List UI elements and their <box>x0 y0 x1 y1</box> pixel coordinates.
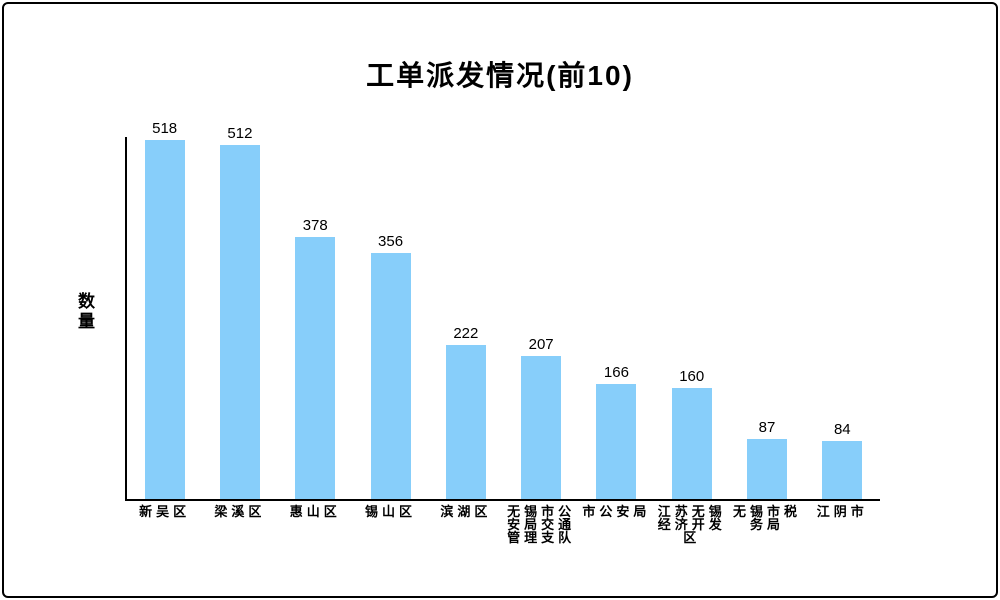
bar <box>671 388 712 499</box>
plot-area: 518 512 378 356 222 207 166 160 87 84 <box>125 120 880 501</box>
x-category-label: 江苏无锡经济开发区 <box>654 505 729 544</box>
x-category-label-text: 惠山区 <box>289 504 341 519</box>
x-category-label-text: 滨湖区 <box>440 504 492 519</box>
bar-slot: 378 <box>278 217 353 499</box>
bar-slot: 222 <box>428 325 503 499</box>
x-category-label-text: 江苏无锡经济开发区 <box>657 504 726 545</box>
bar-slot: 518 <box>127 120 202 499</box>
bar <box>144 140 185 499</box>
x-category-label-text: 无锡市税务局 <box>733 504 802 532</box>
bar-slot: 207 <box>503 336 578 499</box>
x-category-label-text: 江阴市 <box>816 504 868 519</box>
bar-slot: 84 <box>805 421 880 499</box>
x-category-label: 锡山区 <box>353 505 428 544</box>
x-category-label-text: 梁溪区 <box>214 504 266 519</box>
bar-value-label: 166 <box>603 364 629 382</box>
bar-slot: 356 <box>353 232 428 499</box>
bar-value-label: 356 <box>378 232 404 250</box>
bar-slot: 87 <box>729 419 804 499</box>
bar-value-label: 512 <box>227 124 253 142</box>
x-category-label-text: 无锡市公安局交通管理支队 <box>507 504 576 545</box>
x-category-label-text: 新吴区 <box>139 504 191 519</box>
bar <box>370 252 411 499</box>
x-category-label: 梁溪区 <box>202 505 277 544</box>
x-category-label-text: 锡山区 <box>365 504 417 519</box>
bar <box>596 384 637 499</box>
bar <box>295 237 336 499</box>
bar-value-label: 160 <box>679 368 705 386</box>
bar <box>219 144 260 499</box>
bar-value-label: 518 <box>152 120 178 138</box>
bar-value-label: 207 <box>528 335 554 353</box>
bar-value-label: 378 <box>302 217 328 235</box>
x-axis-labels: 新吴区 梁溪区 惠山区 锡山区 滨湖区 无锡市公安局交通管理支队 市公安局 江苏无锡经济开发区… <box>127 505 880 544</box>
x-category-label: 市公安局 <box>579 505 654 544</box>
bar-slot: 166 <box>579 364 654 499</box>
bar <box>445 345 486 499</box>
x-category-label-text: 市公安局 <box>582 504 651 519</box>
bar-value-label: 222 <box>453 325 479 343</box>
x-category-label: 惠山区 <box>278 505 353 544</box>
x-category-label: 新吴区 <box>127 505 202 544</box>
bar-slot: 160 <box>654 368 729 499</box>
chart-title: 工单派发情况(前10) <box>366 60 634 91</box>
x-category-label: 无锡市公安局交通管理支队 <box>503 505 578 544</box>
bar-value-label: 84 <box>833 420 851 438</box>
x-category-label: 滨湖区 <box>428 505 503 544</box>
bar-slot: 512 <box>202 124 277 499</box>
bar <box>747 438 788 499</box>
bar <box>521 355 562 499</box>
y-axis-label: 数量 <box>75 292 94 332</box>
bar-value-label: 87 <box>758 418 776 436</box>
x-category-label: 江阴市 <box>805 505 880 544</box>
bar <box>822 440 863 499</box>
x-category-label: 无锡市税务局 <box>729 505 804 544</box>
